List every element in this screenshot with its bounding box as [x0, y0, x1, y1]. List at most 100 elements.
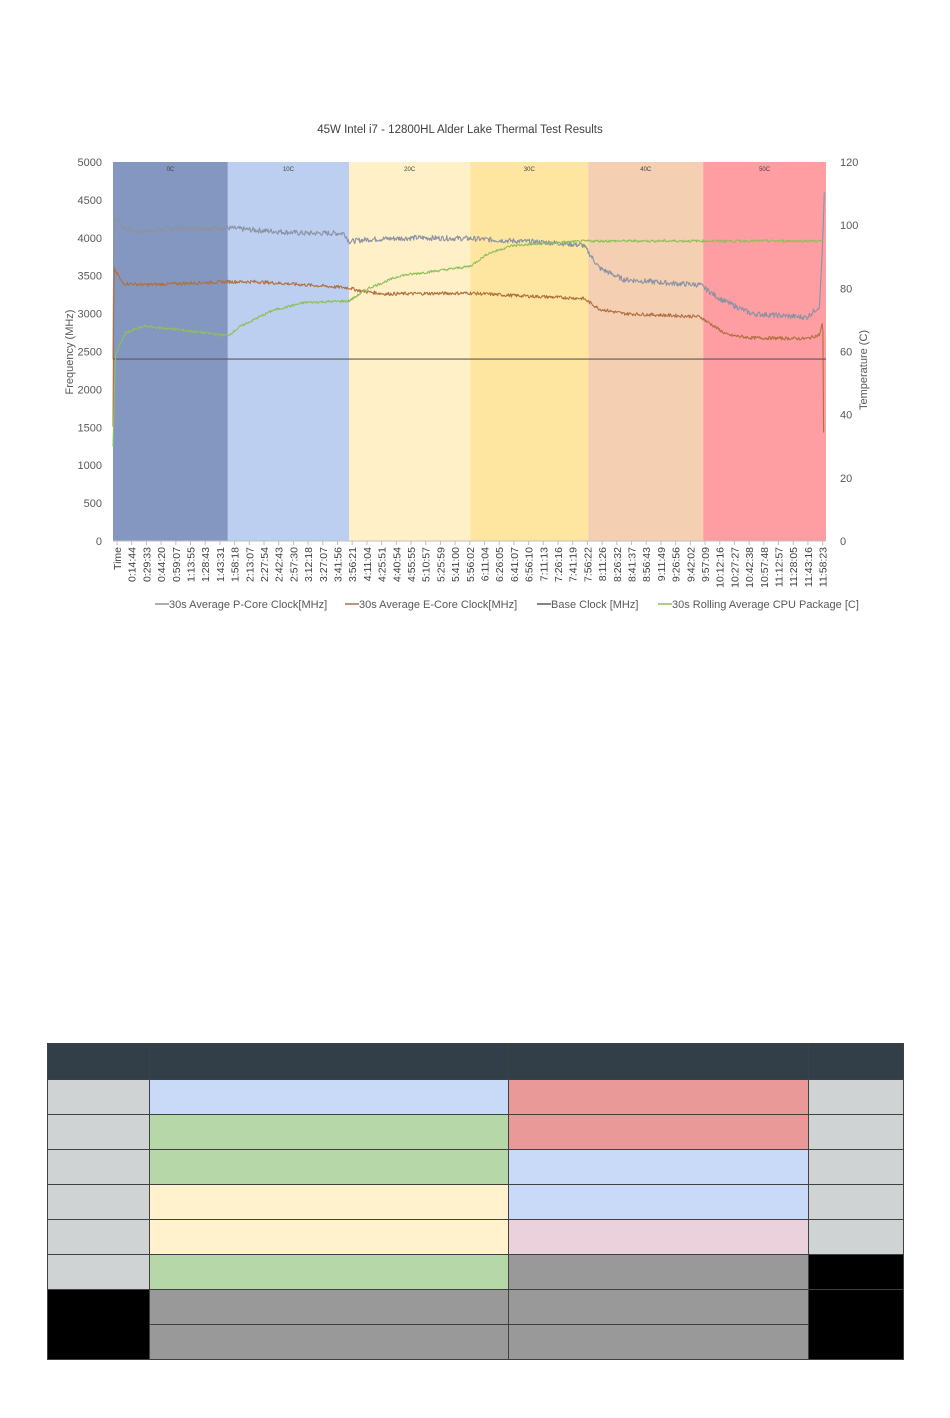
- x-tick-label: 9:11:49: [656, 547, 668, 581]
- x-tick-label: 7:11:13: [538, 547, 550, 581]
- table-cell: [808, 1184, 904, 1220]
- y-axis-label-right: Temperature (C): [858, 330, 870, 410]
- x-tick-label: 6:11:04: [480, 547, 492, 581]
- x-tick-label: 6:26:05: [494, 547, 506, 582]
- zone-band: [588, 162, 704, 541]
- zone-band: [227, 162, 350, 541]
- chart-svg: 45W Intel i7 - 12800HL Alder Lake Therma…: [64, 124, 870, 611]
- table-cell: [808, 1149, 904, 1185]
- table-row: [47, 1254, 904, 1290]
- table-cell: [47, 1219, 150, 1255]
- x-tick-label: 4:55:55: [406, 547, 418, 582]
- x-tick-label: 5:25:59: [435, 547, 447, 582]
- table-cell: [149, 1254, 509, 1290]
- table-cell: [808, 1079, 904, 1115]
- table-header-row: [47, 1043, 904, 1080]
- zone-band: [703, 162, 826, 541]
- x-tick-label: 8:56:43: [641, 547, 653, 582]
- table-cell: [47, 1289, 150, 1360]
- legend-label: 30s Average E-Core Clock[MHz]: [359, 599, 517, 611]
- zone-band: [349, 162, 471, 541]
- x-tick-label: 4:25:51: [377, 547, 389, 582]
- table-row: [47, 1184, 904, 1220]
- temperature-zones: 0C 10C 20C 30C 40C 50C: [113, 162, 826, 541]
- table-cell: [149, 1289, 509, 1325]
- x-tick-label: 1:13:55: [186, 547, 198, 582]
- x-tick-label: 7:26:16: [553, 547, 565, 582]
- x-tick-label: 0:14:44: [127, 547, 139, 582]
- table-header-cell: [149, 1043, 509, 1080]
- table-cell: [47, 1184, 150, 1220]
- y-tick-label-left: 2500: [78, 347, 102, 359]
- chart-legend: 30s Average P-Core Clock[MHz] 30s Average…: [155, 599, 859, 611]
- table-header-cell: [508, 1043, 809, 1080]
- x-tick-label: 2:42:43: [274, 547, 286, 582]
- x-tick-label: Time: [112, 547, 124, 570]
- x-tick-label: 11:43:16: [803, 547, 815, 587]
- table-cell: [149, 1219, 509, 1255]
- x-tick-label: 11:28:05: [788, 547, 800, 587]
- y-tick-label-right: 60: [840, 347, 852, 359]
- table-cell: [508, 1184, 809, 1220]
- table-cell: [149, 1149, 509, 1185]
- series-lines: [112, 192, 826, 447]
- zone-label: 40C: [640, 167, 652, 173]
- x-tick-label: 8:41:37: [627, 547, 639, 582]
- zone-band: [470, 162, 589, 541]
- table-cell: [47, 1114, 150, 1150]
- x-tick-label: 9:57:09: [700, 547, 712, 582]
- table-cell: [47, 1149, 150, 1185]
- zone-label: 0C: [167, 167, 175, 173]
- zone-label: 50C: [759, 167, 771, 173]
- x-tick-label: 2:57:30: [288, 547, 300, 582]
- x-tick-label: 8:11:26: [597, 547, 609, 581]
- x-tick-label: 11:58:23: [818, 547, 830, 587]
- x-tick-label: 10:12:16: [715, 547, 727, 588]
- y-tick-label-right: 80: [840, 283, 852, 295]
- x-tick-label: 2:13:07: [244, 547, 256, 582]
- table-cell: [47, 1254, 150, 1290]
- x-tick-label: 3:41:56: [333, 547, 345, 582]
- table-row: [47, 1114, 904, 1150]
- x-tick-label: 10:27:27: [729, 547, 741, 588]
- y-tick-label-left: 0: [96, 536, 102, 548]
- x-tick-label: 0:29:33: [141, 547, 153, 582]
- table-row: [47, 1289, 904, 1360]
- y-tick-label-left: 2000: [78, 384, 102, 396]
- thermal-chart: 45W Intel i7 - 12800HL Alder Lake Therma…: [0, 0, 950, 640]
- y-tick-label-left: 1000: [78, 460, 102, 472]
- table-body: [47, 1079, 904, 1360]
- table-header-cell: [47, 1043, 150, 1080]
- table-cell: [508, 1219, 809, 1255]
- zone-label: 20C: [404, 167, 416, 173]
- table-row: [47, 1219, 904, 1255]
- y-tick-label-left: 4500: [78, 195, 102, 207]
- table-cell: [149, 1324, 509, 1360]
- x-tick-label: 6:56:10: [524, 547, 536, 582]
- y-tick-label-left: 3000: [78, 309, 102, 321]
- x-tick-label: 2:27:54: [259, 547, 271, 582]
- table-cell: [508, 1324, 809, 1360]
- table-row: [47, 1079, 904, 1115]
- y-tick-label-left: 500: [84, 498, 102, 510]
- x-tick-label: 1:43:31: [215, 547, 227, 582]
- table-cell: [808, 1254, 904, 1290]
- x-tick-label: 4:40:54: [391, 547, 403, 582]
- table-cell: [47, 1079, 150, 1115]
- x-tick-label: 0:44:20: [156, 547, 168, 582]
- table-cell: [508, 1114, 809, 1150]
- series-line: [112, 192, 825, 360]
- y-tick-label-right: 0: [840, 536, 846, 548]
- x-tick-label: 5:10:57: [421, 547, 433, 582]
- zone-label: 10C: [283, 167, 295, 173]
- x-tick-label: 6:41:07: [509, 547, 521, 582]
- x-tick-label: 1:58:18: [230, 547, 242, 582]
- x-tick-label: 8:26:32: [612, 547, 624, 582]
- x-tick-label: 4:11:04: [362, 547, 374, 581]
- x-tick-label: 5:56:02: [465, 547, 477, 582]
- x-tick-label: 10:57:48: [759, 547, 771, 588]
- table-header-cell: [808, 1043, 904, 1080]
- x-tick-label: 1:28:43: [200, 547, 212, 582]
- axes: 0500100015002000250030003500400045005000…: [78, 157, 859, 588]
- y-tick-label-left: 1500: [78, 422, 102, 434]
